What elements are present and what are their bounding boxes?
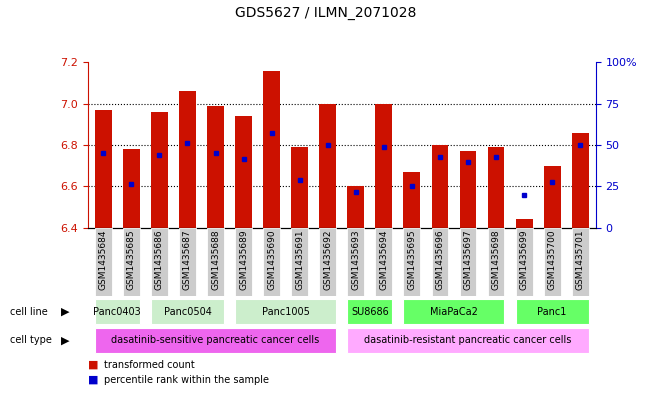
Bar: [95, 299, 140, 325]
Bar: [404, 299, 505, 325]
Bar: [207, 106, 224, 228]
Text: GSM1435684: GSM1435684: [99, 230, 108, 290]
Text: dasatinib-sensitive pancreatic cancer cells: dasatinib-sensitive pancreatic cancer ce…: [111, 335, 320, 345]
Bar: [348, 299, 393, 325]
Bar: [544, 165, 561, 228]
Bar: [376, 104, 393, 228]
Bar: [460, 228, 477, 296]
Bar: [348, 228, 364, 296]
Text: GSM1435698: GSM1435698: [492, 230, 501, 290]
Bar: [95, 327, 336, 353]
Text: GSM1435691: GSM1435691: [295, 230, 304, 290]
Bar: [572, 228, 589, 296]
Text: cell type: cell type: [10, 335, 51, 345]
Bar: [95, 228, 112, 296]
Bar: [263, 71, 280, 228]
Bar: [320, 104, 336, 228]
Bar: [235, 299, 336, 325]
Bar: [320, 228, 336, 296]
Bar: [432, 228, 449, 296]
Bar: [123, 228, 140, 296]
Bar: [348, 327, 589, 353]
Bar: [123, 149, 140, 228]
Bar: [151, 228, 168, 296]
Text: percentile rank within the sample: percentile rank within the sample: [104, 375, 269, 385]
Text: transformed count: transformed count: [104, 360, 195, 370]
Bar: [151, 299, 224, 325]
Bar: [95, 110, 112, 228]
Bar: [348, 186, 364, 228]
Bar: [516, 299, 589, 325]
Bar: [544, 228, 561, 296]
Text: GSM1435700: GSM1435700: [547, 230, 557, 290]
Text: GSM1435688: GSM1435688: [211, 230, 220, 290]
Text: dasatinib-resistant pancreatic cancer cells: dasatinib-resistant pancreatic cancer ce…: [365, 335, 572, 345]
Text: GDS5627 / ILMN_2071028: GDS5627 / ILMN_2071028: [235, 6, 416, 20]
Text: ▶: ▶: [61, 335, 70, 345]
Bar: [516, 219, 533, 228]
Text: Panc1: Panc1: [538, 307, 567, 317]
Text: GSM1435701: GSM1435701: [575, 230, 585, 290]
Text: GSM1435693: GSM1435693: [352, 230, 360, 290]
Bar: [460, 151, 477, 228]
Text: GSM1435695: GSM1435695: [408, 230, 417, 290]
Text: Panc0403: Panc0403: [94, 307, 141, 317]
Bar: [572, 132, 589, 228]
Text: GSM1435689: GSM1435689: [239, 230, 248, 290]
Bar: [404, 228, 421, 296]
Text: cell line: cell line: [10, 307, 48, 317]
Bar: [488, 228, 505, 296]
Bar: [432, 145, 449, 228]
Bar: [291, 147, 308, 228]
Bar: [516, 228, 533, 296]
Bar: [207, 228, 224, 296]
Bar: [235, 116, 252, 228]
Text: SU8686: SU8686: [351, 307, 389, 317]
Text: GSM1435694: GSM1435694: [380, 230, 389, 290]
Text: ▶: ▶: [61, 307, 70, 317]
Bar: [263, 228, 280, 296]
Text: GSM1435685: GSM1435685: [127, 230, 136, 290]
Bar: [291, 228, 308, 296]
Text: GSM1435690: GSM1435690: [267, 230, 276, 290]
Text: GSM1435687: GSM1435687: [183, 230, 192, 290]
Text: Panc1005: Panc1005: [262, 307, 310, 317]
Bar: [179, 91, 196, 228]
Text: GSM1435692: GSM1435692: [324, 230, 332, 290]
Bar: [376, 228, 393, 296]
Bar: [404, 172, 421, 228]
Text: GSM1435697: GSM1435697: [464, 230, 473, 290]
Bar: [151, 112, 168, 228]
Bar: [235, 228, 252, 296]
Text: Panc0504: Panc0504: [163, 307, 212, 317]
Text: GSM1435686: GSM1435686: [155, 230, 164, 290]
Text: MiaPaCa2: MiaPaCa2: [430, 307, 478, 317]
Text: GSM1435699: GSM1435699: [519, 230, 529, 290]
Text: ■: ■: [88, 375, 98, 385]
Bar: [179, 228, 196, 296]
Bar: [488, 147, 505, 228]
Text: GSM1435696: GSM1435696: [436, 230, 445, 290]
Text: ■: ■: [88, 360, 98, 370]
